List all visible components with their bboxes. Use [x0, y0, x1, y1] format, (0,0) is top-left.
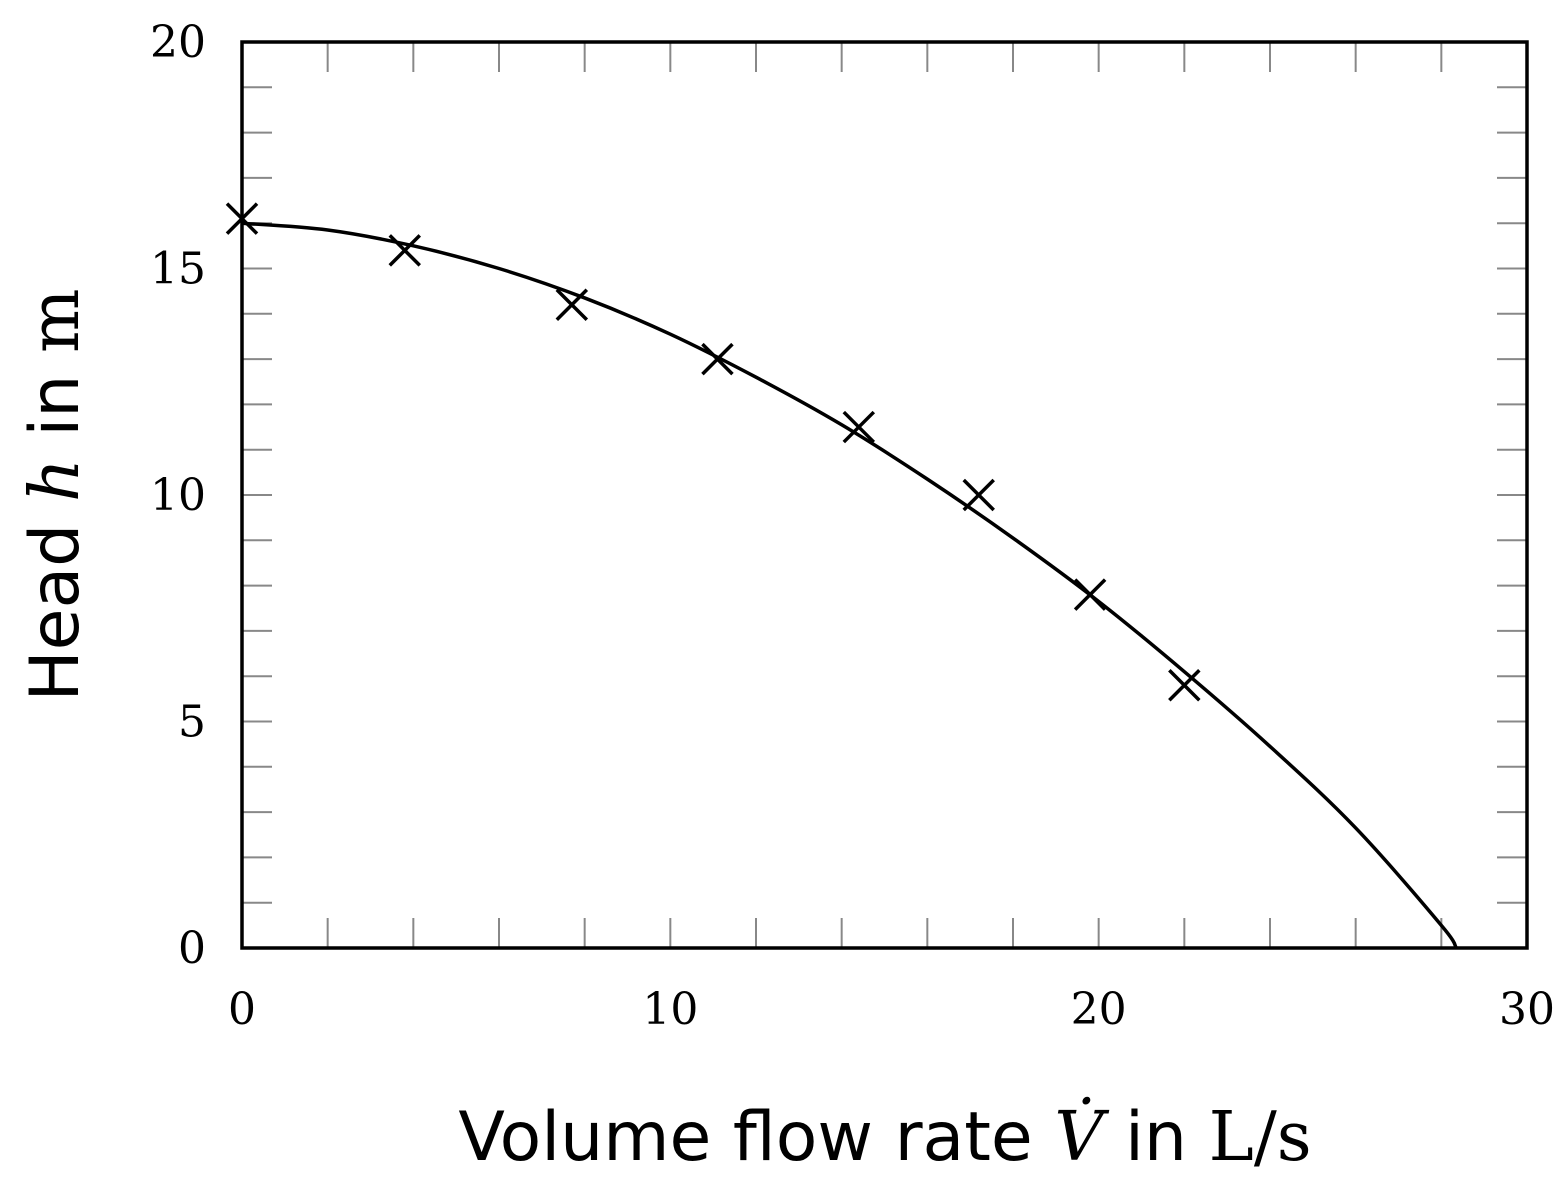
x-tick-label: 30 [1499, 984, 1555, 1035]
marker-stroke [1168, 669, 1201, 702]
y-tick-label: 20 [150, 17, 206, 68]
x-tick-label: 0 [228, 984, 256, 1035]
x-tick-label: 10 [642, 984, 698, 1035]
y-axis-label-middle: in [16, 353, 95, 458]
x-axis-label-prefix: Volume flow rate [458, 1098, 1054, 1177]
marker-stroke [701, 342, 734, 376]
marker-stroke [1073, 578, 1107, 611]
y-tick-label: 0 [178, 923, 206, 974]
data-point-marker [962, 478, 995, 512]
data-point-marker [701, 342, 734, 376]
x-axis-label-unit: L/s [1209, 1098, 1312, 1177]
y-tick-label: 10 [150, 470, 206, 521]
y-axis-label-unit: m [16, 289, 95, 353]
marker-stroke [388, 234, 422, 267]
marker-stroke [555, 288, 589, 321]
plot-frame [240, 40, 1529, 950]
y-axis-label: Head h in m [16, 289, 95, 702]
x-tick-labels: 0 10 20 30 [228, 984, 1555, 1035]
data-point-marker [1073, 578, 1107, 611]
x-axis-label-middle: in [1103, 1098, 1208, 1177]
y-tick-label: 5 [178, 697, 206, 748]
y-axis-label-symbol: h [16, 458, 95, 502]
marker-stroke [842, 410, 876, 444]
data-point-marker [388, 234, 422, 267]
x-axis-label-symbol: V̇ [1054, 1098, 1109, 1177]
y-axis-label-prefix: Head [16, 502, 95, 701]
x-tick-label: 20 [1071, 984, 1127, 1035]
data-point-marker [555, 288, 589, 321]
fit-curve [241, 221, 1458, 949]
fit-curve-layer [241, 221, 1458, 949]
data-point-marker [1168, 669, 1201, 702]
data-point-marker [842, 410, 876, 444]
y-tick-label: 15 [150, 244, 206, 295]
data-points [225, 202, 1201, 702]
marker-stroke [962, 478, 995, 512]
tick-marks [242, 42, 1527, 948]
y-tick-labels: 0 5 10 15 20 [150, 17, 206, 974]
x-axis-label: Volume flow rate V̇ in L/s [458, 1098, 1311, 1177]
